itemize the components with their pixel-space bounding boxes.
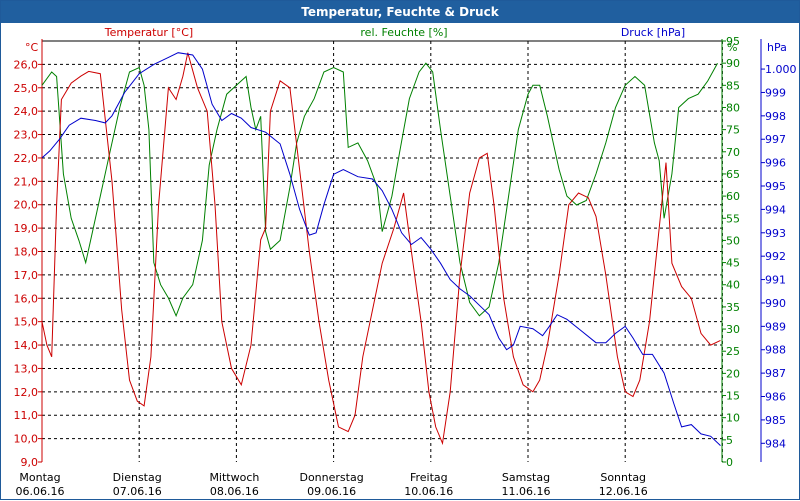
hum-tick-label: 70: [726, 146, 740, 159]
temp-tick-label: 21,0: [14, 175, 39, 188]
hum-tick-label: 10: [726, 412, 740, 425]
temp-tick-label: 22,0: [14, 152, 39, 165]
x-tick-day: Freitag: [410, 471, 448, 484]
press-tick-label: 991: [765, 274, 786, 287]
hum-series-label: rel. Feuchte [%]: [360, 26, 447, 39]
hum-tick-label: 20: [726, 367, 740, 380]
temp-tick-label: 15,0: [14, 316, 39, 329]
press-tick-label: 994: [765, 203, 786, 216]
press-tick-label: 987: [765, 367, 786, 380]
press-tick-label: 999: [765, 86, 786, 99]
series-lines: [41, 52, 721, 446]
hum-tick-label: 15: [726, 390, 740, 403]
hum-tick-label: 85: [726, 79, 740, 92]
temp-tick-label: 19,0: [14, 222, 39, 235]
press-tick-label: 998: [765, 110, 786, 123]
temp-tick-label: 9,0: [21, 456, 39, 469]
temp-tick-label: 25,0: [14, 82, 39, 95]
press-tick-label: 993: [765, 227, 786, 240]
press-series-label: Druck [hPa]: [621, 26, 685, 39]
x-tick-date: 12.06.16: [599, 485, 648, 498]
grid: [42, 41, 723, 462]
axes: [38, 39, 765, 463]
press-tick-label: 1.000: [765, 63, 797, 76]
x-tick-day: Montag: [19, 471, 60, 484]
hum-tick-label: 45: [726, 257, 740, 270]
hum-tick-label: 25: [726, 345, 740, 358]
press-tick-label: 988: [765, 344, 786, 357]
temp-tick-label: 10,0: [14, 433, 39, 446]
temp-tick-label: 24,0: [14, 105, 39, 118]
x-tick-day: Donnerstag: [299, 471, 363, 484]
axis-labels: 9,0 10,0 11,0 12,0 13,0 14,0 15,0 16,0 17,0 18,0 1…: [14, 26, 797, 498]
x-tick-date: 06.06.16: [16, 485, 65, 498]
temp-unit-label: °C: [25, 41, 39, 54]
temp-tick-label: 13,0: [14, 362, 39, 375]
temp-tick-label: 16,0: [14, 292, 39, 305]
hum-tick-label: 95: [726, 35, 740, 48]
press-tick-label: 989: [765, 320, 786, 333]
x-tick-date: 10.06.16: [404, 485, 453, 498]
temp-tick-label: 18,0: [14, 246, 39, 259]
press-unit-label: hPa: [767, 41, 787, 54]
press-tick-label: 990: [765, 297, 786, 310]
window-title: Temperatur, Feuchte & Druck: [1, 1, 799, 23]
hum-tick-label: 50: [726, 234, 740, 247]
hum-tick-label: 60: [726, 190, 740, 203]
temp-tick-label: 11,0: [14, 409, 39, 422]
hum-tick-label: 90: [726, 57, 740, 70]
hum-unit-label: %: [727, 41, 737, 54]
hum-tick-label: 75: [726, 124, 740, 137]
press-tick-label: 996: [765, 157, 786, 170]
pressure-line: [41, 52, 721, 446]
x-tick-date: 09.06.16: [307, 485, 356, 498]
temp-tick-label: 17,0: [14, 269, 39, 282]
temp-tick-label: 12,0: [14, 386, 39, 399]
hum-tick-label: 30: [726, 323, 740, 336]
press-tick-label: 984: [765, 437, 786, 450]
press-tick-label: 997: [765, 133, 786, 146]
x-tick-day: Dienstag: [113, 471, 162, 484]
hum-tick-label: 5: [726, 434, 733, 447]
x-tick-day: Samstag: [502, 471, 550, 484]
hum-tick-label: 35: [726, 301, 740, 314]
temp-tick-label: 23,0: [14, 129, 39, 142]
x-tick-day: Sonntag: [600, 471, 646, 484]
hum-tick-label: 40: [726, 279, 740, 292]
press-tick-label: 992: [765, 250, 786, 263]
x-tick-date: 08.06.16: [210, 485, 259, 498]
x-tick-date: 11.06.16: [502, 485, 551, 498]
hum-tick-label: 55: [726, 212, 740, 225]
humidity-line: [41, 62, 718, 318]
hum-tick-label: 80: [726, 101, 740, 114]
temp-series-label: Temperatur [°C]: [104, 26, 193, 39]
x-tick-date: 07.06.16: [113, 485, 162, 498]
hum-tick-label: 0: [726, 456, 733, 469]
press-tick-label: 985: [765, 414, 786, 427]
temp-tick-label: 20,0: [14, 199, 39, 212]
hum-tick-label: 65: [726, 168, 740, 181]
temperature-line: [41, 52, 721, 446]
temp-tick-label: 26,0: [14, 58, 39, 71]
x-tick-day: Mittwoch: [209, 471, 259, 484]
temp-tick-label: 14,0: [14, 339, 39, 352]
press-tick-label: 995: [765, 180, 786, 193]
press-tick-label: 986: [765, 391, 786, 404]
